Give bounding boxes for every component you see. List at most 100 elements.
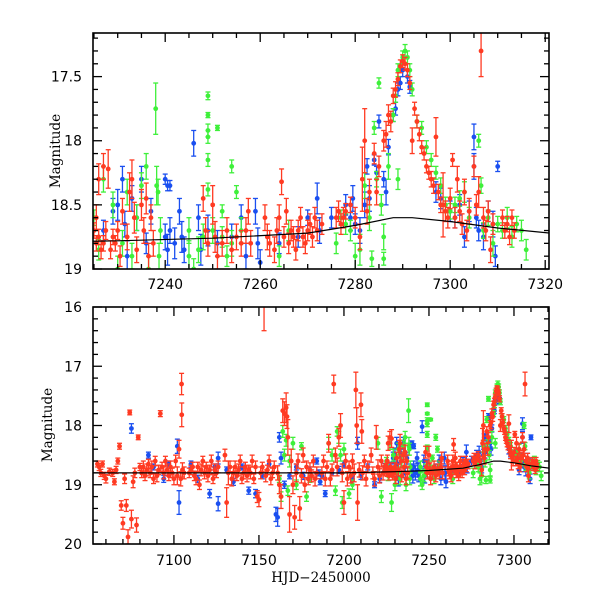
- data-point: [155, 178, 161, 206]
- data-point: [322, 471, 328, 487]
- data-point: [317, 478, 323, 486]
- data-point: [111, 478, 117, 486]
- data-point: [312, 206, 318, 229]
- x-tick-label: 7100: [156, 553, 192, 569]
- data-point: [283, 197, 289, 225]
- data-point: [473, 193, 479, 216]
- top-panel-y-tick-labels: 17.5 18 18.5 19: [51, 70, 82, 278]
- data-point: [397, 75, 403, 91]
- data-point: [483, 219, 489, 242]
- data-point: [174, 466, 180, 486]
- data-point: [487, 476, 493, 484]
- data-point: [475, 450, 481, 460]
- top-panel-model-layer: [93, 217, 549, 242]
- data-point: [146, 242, 152, 269]
- data-point: [378, 193, 384, 216]
- data-point: [387, 430, 393, 444]
- data-point: [470, 467, 476, 479]
- data-point: [454, 165, 460, 193]
- bottom-panel-x-axis-label: HJD−2450000: [271, 570, 370, 586]
- data-point: [314, 457, 320, 465]
- data-point: [276, 204, 282, 232]
- data-point: [431, 177, 437, 194]
- red-band-series: [94, 307, 540, 544]
- data-point: [172, 227, 178, 260]
- data-point: [424, 411, 430, 417]
- y-tick-label: 20: [64, 537, 82, 553]
- data-point: [196, 479, 202, 491]
- data-point: [87, 224, 92, 250]
- x-tick-label: 7250: [411, 553, 447, 569]
- data-point: [461, 226, 467, 248]
- data-point: [290, 436, 296, 450]
- data-point: [215, 495, 221, 512]
- top-panel-frame: [92, 32, 550, 270]
- data-point: [457, 200, 463, 223]
- data-point: [246, 486, 252, 495]
- data-point: [424, 430, 430, 439]
- data-point: [497, 395, 503, 403]
- data-point: [321, 454, 327, 468]
- data-point: [224, 487, 230, 518]
- data-point: [506, 414, 512, 434]
- data-point: [243, 242, 249, 269]
- data-point: [186, 217, 192, 244]
- data-point: [344, 471, 350, 487]
- data-point: [219, 229, 225, 257]
- data-point: [297, 495, 303, 521]
- data-point: [205, 129, 211, 144]
- data-point: [117, 442, 123, 450]
- data-point: [376, 114, 382, 129]
- data-point: [141, 217, 147, 244]
- bottom-panel-ticks: [93, 306, 549, 545]
- data-point: [287, 495, 293, 533]
- data-point: [115, 457, 121, 465]
- data-point: [406, 398, 412, 424]
- data-point: [129, 242, 135, 269]
- data-point: [487, 463, 493, 477]
- y-tick-label: 19: [64, 478, 82, 494]
- data-point: [480, 206, 486, 229]
- data-point: [428, 417, 434, 422]
- data-point: [369, 250, 375, 268]
- data-point: [286, 232, 292, 255]
- data-point: [356, 462, 362, 478]
- data-point: [376, 77, 382, 89]
- data-point: [314, 182, 320, 215]
- data-point: [433, 117, 439, 157]
- data-point: [528, 434, 534, 441]
- data-point: [276, 431, 282, 443]
- data-point: [409, 127, 415, 155]
- data-point: [115, 188, 121, 221]
- y-tick-label: 18: [64, 134, 82, 150]
- data-point: [352, 206, 358, 229]
- data-point: [205, 111, 211, 119]
- data-point: [471, 123, 477, 151]
- data-point: [411, 443, 417, 450]
- data-point: [255, 227, 261, 260]
- data-point: [145, 451, 151, 459]
- data-point: [195, 236, 201, 264]
- data-point: [357, 223, 363, 251]
- data-point: [353, 371, 359, 409]
- data-point: [329, 463, 335, 477]
- data-point: [87, 223, 92, 238]
- data-point: [278, 451, 284, 465]
- data-point: [128, 509, 134, 529]
- data-point: [371, 120, 377, 135]
- data-point: [492, 437, 498, 449]
- data-point: [373, 424, 379, 450]
- data-point: [207, 488, 213, 499]
- data-point: [288, 448, 294, 474]
- data-point: [426, 445, 432, 465]
- data-point: [485, 431, 491, 443]
- y-tick-label: 17: [64, 359, 82, 375]
- x-tick-label: 7150: [241, 553, 277, 569]
- data-point: [129, 159, 135, 200]
- data-point: [329, 448, 335, 462]
- model-fit-curve: [93, 217, 549, 242]
- x-tick-label: 7300: [432, 277, 468, 293]
- data-point: [219, 204, 225, 219]
- y-tick-label: 18.5: [51, 198, 82, 214]
- data-point: [238, 229, 244, 257]
